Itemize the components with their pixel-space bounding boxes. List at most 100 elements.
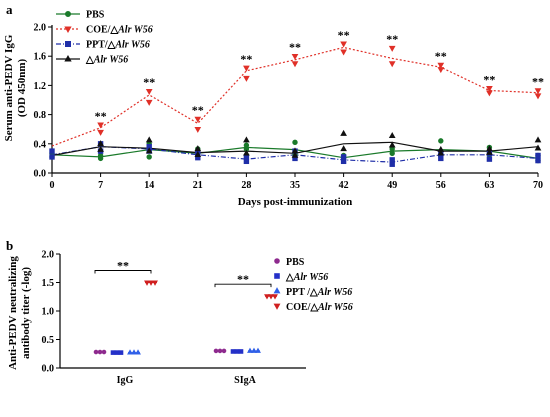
data-point-PBS [438, 138, 444, 144]
data-point-dAlr [97, 145, 104, 152]
significance-mark: ** [289, 40, 301, 54]
significance-mark: ** [237, 272, 249, 286]
legend-marker-PPT [273, 287, 281, 294]
data-point-COE [388, 45, 396, 52]
panel-a-y-axis-label: Serum anti-PEDV IgG (OD 450nm) [3, 34, 28, 141]
significance-mark: ** [386, 32, 398, 46]
data-point-PPT [49, 154, 55, 160]
data-point-dAlr [118, 350, 124, 355]
data-point-COE [145, 88, 153, 95]
data-point-dAlr [534, 136, 542, 143]
x-tick-label: 42 [339, 180, 349, 191]
y-tick-label: 1.5 [42, 278, 55, 289]
data-point-PBS [213, 348, 219, 354]
y-tick-label: 0.5 [42, 335, 55, 346]
data-point-PBS [146, 154, 152, 160]
data-point-PPT [243, 158, 250, 165]
data-point-PBS [389, 150, 395, 156]
data-point-dAlr [486, 145, 493, 152]
y-axis-label-line2: antibody titer (-log) [20, 267, 32, 359]
legend-marker-dAlr [274, 273, 280, 279]
x-tick-label: 14 [144, 180, 154, 191]
data-point-COE [148, 280, 154, 286]
data-point-COE [97, 122, 104, 129]
data-point-PBS [221, 348, 227, 354]
significance-bracket [214, 283, 272, 288]
data-point-COE [291, 53, 299, 60]
legend-label-PPT: PPT /△Alr W56 [286, 287, 352, 298]
legend-marker-dAlr [64, 54, 72, 62]
legend-label-COE: COE/△Alr W56 [286, 302, 353, 313]
data-point-PBS [93, 349, 99, 355]
data-point-dAlr [234, 349, 240, 354]
y-axis-label-line1: Serum anti-PEDV IgG [3, 34, 15, 141]
y-tick-label: 2.0 [34, 23, 47, 34]
legend-marker-PBS [65, 11, 71, 17]
x-tick-label: 56 [436, 180, 446, 191]
data-point-dAlr [110, 350, 116, 355]
data-point-dAlr [534, 144, 542, 151]
data-point-dAlr [437, 149, 445, 156]
data-point-dAlr [145, 147, 153, 154]
significance-mark: ** [435, 49, 447, 63]
legend-label-PBS: PBS [286, 257, 305, 268]
x-tick-label: 70 [533, 180, 543, 191]
data-point-COE [144, 280, 150, 286]
y-tick-label: 0.4 [34, 139, 47, 150]
y-tick-label: 0.0 [34, 169, 47, 180]
data-point-dAlr [388, 132, 396, 139]
legend-label-dAlr: △Alr W56 [85, 55, 128, 66]
y-axis-label-line1: Anti-PEDV neutralizing [7, 256, 19, 370]
data-point-PPT [251, 347, 257, 353]
data-point-PBS [101, 349, 107, 355]
significance-mark: ** [117, 259, 129, 273]
x-tick-label: 63 [484, 180, 494, 191]
data-point-COE [194, 126, 202, 133]
data-point-COE [145, 99, 153, 106]
data-point-PPT [135, 349, 141, 355]
x-tick-label: 21 [193, 180, 203, 191]
y-tick-label: 2.0 [42, 250, 55, 261]
data-point-COE [291, 61, 299, 68]
data-point-PPT [340, 158, 347, 165]
data-point-PPT [486, 156, 493, 162]
data-point-dAlr [145, 136, 153, 143]
legend-marker-COE [273, 303, 281, 310]
data-point-COE [388, 61, 396, 68]
data-point-COE [340, 49, 347, 56]
data-point-COE [97, 129, 104, 136]
data-point-PBS [243, 142, 250, 148]
data-point-COE [264, 294, 270, 300]
significance-mark: ** [338, 28, 350, 42]
data-point-dAlr [238, 349, 244, 354]
data-point-COE [152, 280, 158, 286]
significance-mark: ** [532, 75, 544, 89]
panel-b-y-axis-label: Anti-PEDV neutralizing antibody titer (-… [7, 256, 32, 370]
data-point-PPT [49, 148, 55, 154]
y-tick-label: 1.6 [34, 52, 47, 63]
legend-label-PPT: PPT/△Alr W56 [86, 40, 150, 51]
data-point-COE [340, 41, 347, 48]
significance-mark: ** [192, 103, 204, 117]
data-point-PPT [255, 347, 261, 353]
data-point-dAlr [230, 349, 236, 354]
data-point-COE [437, 62, 445, 69]
data-point-dAlr [194, 145, 202, 152]
legend-marker-PPT [65, 41, 71, 47]
data-point-PPT [247, 347, 253, 353]
data-point-PPT [389, 157, 395, 163]
panel-b-scatter-chart: b Anti-PEDV neutralizing antibody titer … [6, 238, 353, 386]
x-tick-label: 35 [290, 180, 300, 191]
y-axis-label-line2: (OD 450nm) [16, 58, 28, 117]
x-tick-label: 28 [241, 180, 251, 191]
x-tick-label: 0 [50, 180, 55, 191]
data-point-dAlr [97, 140, 104, 147]
y-tick-label: 1.0 [42, 307, 55, 318]
data-point-PBS [97, 349, 103, 355]
data-point-PPT [340, 154, 347, 160]
data-point-COE [534, 88, 542, 95]
x-category-label: IgG [117, 375, 134, 386]
y-tick-label: 0.8 [34, 110, 47, 121]
data-point-PPT [131, 349, 137, 355]
